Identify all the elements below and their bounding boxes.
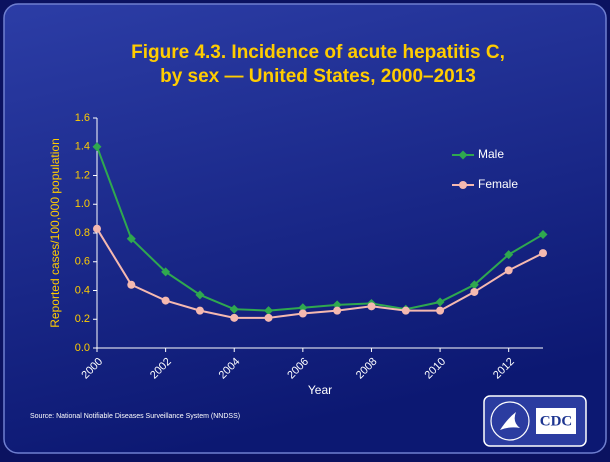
marker	[93, 224, 101, 233]
marker	[298, 309, 307, 318]
cdc-text: CDC	[540, 413, 573, 429]
marker	[538, 229, 548, 239]
legend-label: Male	[478, 147, 504, 161]
marker	[504, 250, 514, 260]
y-tick-label: 1.0	[75, 198, 90, 210]
y-tick-label: 0.4	[75, 284, 90, 296]
marker	[298, 303, 308, 313]
marker	[161, 296, 170, 305]
marker	[264, 313, 273, 322]
marker	[229, 304, 239, 314]
cdc-box	[536, 408, 576, 434]
marker	[332, 300, 342, 310]
hhs-eagle	[500, 412, 520, 430]
marker	[333, 306, 342, 315]
series-line	[96, 146, 544, 312]
y-tick-label: 0.0	[75, 342, 90, 354]
marker	[127, 280, 136, 289]
marker	[161, 267, 171, 277]
y-tick-label: 1.2	[75, 169, 90, 181]
legend-marker	[459, 181, 467, 189]
logo: CDC	[483, 395, 587, 447]
legend-label: Female	[478, 177, 518, 191]
chart-title: by sex — United States, 2000–2013	[160, 66, 476, 87]
y-axis-label: Reported cases/100,000 population	[48, 138, 62, 327]
marker	[504, 266, 513, 275]
hhs-seal	[490, 401, 530, 441]
y-tick-label: 0.2	[75, 313, 90, 325]
chart-title: Figure 4.3. Incidence of acute hepatitis…	[131, 42, 505, 63]
series-line	[96, 228, 544, 319]
marker	[92, 142, 102, 152]
x-axis-label: Year	[308, 383, 332, 397]
marker	[264, 306, 274, 316]
legend-marker	[458, 150, 468, 160]
marker	[436, 306, 445, 315]
marker	[435, 297, 445, 307]
marker	[126, 234, 136, 244]
marker	[195, 306, 204, 315]
marker	[195, 290, 205, 300]
marker	[401, 306, 410, 315]
y-tick-label: 1.6	[75, 112, 90, 124]
marker	[470, 287, 479, 296]
marker	[367, 302, 376, 311]
y-tick-label: 0.8	[75, 227, 90, 239]
marker	[539, 249, 547, 258]
y-tick-label: 1.4	[75, 141, 90, 153]
marker	[230, 313, 239, 322]
y-tick-label: 0.6	[75, 256, 90, 268]
marker	[469, 280, 479, 290]
source-note: Source: National Notifiable Diseases Sur…	[30, 413, 240, 420]
panel	[3, 3, 607, 454]
